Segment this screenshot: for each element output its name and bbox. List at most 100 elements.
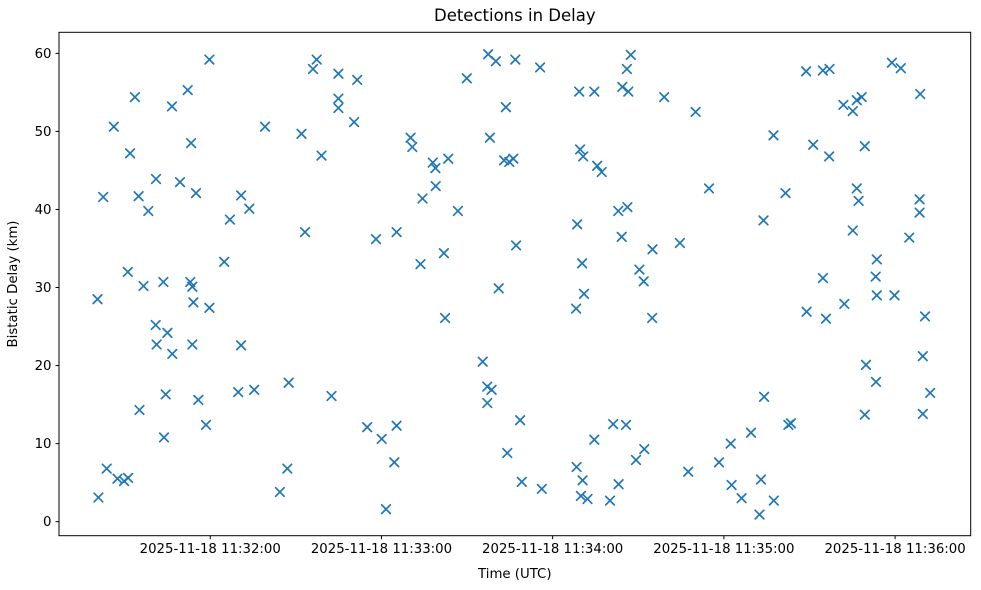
data-point [870, 271, 881, 282]
data-point [185, 137, 197, 149]
data-point [508, 153, 519, 164]
data-point [800, 66, 812, 77]
data-point [352, 74, 363, 86]
data-point [101, 463, 112, 474]
data-point [620, 419, 632, 431]
data-point [534, 62, 546, 73]
data-point [817, 272, 829, 284]
data-point [407, 141, 418, 153]
data-point [219, 256, 230, 267]
x-axis-label: Time (UTC) [477, 567, 552, 582]
data-point [376, 433, 387, 445]
data-point [604, 495, 616, 506]
data-point [405, 132, 416, 143]
data-point [510, 54, 521, 65]
data-point [452, 205, 464, 217]
data-point [571, 461, 582, 473]
data-point [224, 214, 236, 225]
data-point [134, 404, 145, 416]
data-point [461, 73, 472, 84]
data-point [143, 205, 154, 217]
data-point [333, 68, 344, 79]
data-points-layer [92, 49, 936, 520]
data-point [824, 63, 835, 75]
data-point [536, 483, 547, 495]
data-point [162, 327, 173, 338]
data-point [316, 150, 327, 161]
data-point [182, 84, 193, 96]
data-point [914, 207, 925, 218]
data-point [659, 91, 670, 103]
data-point [755, 474, 767, 485]
data-point [502, 447, 513, 459]
data-point [851, 183, 862, 194]
data-point [427, 157, 438, 168]
data-point [204, 302, 215, 313]
data-point [486, 384, 497, 395]
data-point [570, 303, 582, 314]
data-point [886, 57, 898, 68]
data-point [608, 418, 619, 430]
data-point [647, 312, 658, 324]
data-point [576, 258, 588, 269]
data-point [622, 201, 633, 213]
data-point [617, 81, 628, 93]
data-point [871, 290, 882, 301]
data-point [380, 504, 392, 515]
data-point [634, 264, 645, 275]
data-point [244, 203, 255, 214]
data-point [204, 54, 215, 65]
data-point [915, 88, 926, 100]
data-point [725, 438, 736, 449]
data-point [801, 306, 812, 317]
data-point [150, 173, 162, 185]
data-point [333, 102, 344, 114]
data-point [726, 479, 737, 491]
data-point [160, 389, 171, 400]
x-tick-label: 2025-11-18 11:36:00 [824, 542, 965, 557]
data-point [904, 232, 915, 243]
data-point [860, 359, 872, 370]
axes-frame [58, 31, 972, 537]
data-point [391, 420, 402, 431]
y-tick-label: 10 [35, 437, 52, 452]
y-tick-label: 60 [35, 47, 52, 62]
ticks-layer: 2025-11-18 11:32:00 2025-11-18 11:33:00 20… [35, 47, 966, 557]
data-point [838, 99, 849, 111]
data-point [808, 139, 819, 150]
data-point [274, 486, 286, 498]
data-point [514, 415, 526, 426]
data-point [362, 422, 373, 433]
y-axis-label: Bistatic Delay (km) [6, 221, 21, 348]
data-point [859, 141, 870, 152]
data-point [430, 180, 441, 192]
data-point [895, 63, 906, 74]
data-point [187, 281, 198, 292]
y-tick-label: 20 [35, 359, 52, 374]
data-point [133, 191, 144, 202]
data-point [259, 121, 271, 132]
data-point [824, 151, 835, 162]
data-point [124, 148, 136, 159]
x-tick-label: 2025-11-18 11:32:00 [140, 542, 281, 557]
y-tick-label: 50 [35, 125, 52, 140]
data-point [93, 492, 104, 503]
data-point [582, 493, 593, 505]
data-point [187, 339, 198, 350]
data-point [758, 215, 769, 226]
data-point [188, 297, 199, 308]
data-point [847, 105, 858, 117]
data-point [235, 190, 247, 201]
data-point [639, 443, 650, 455]
data-point [647, 244, 658, 255]
data-point [166, 101, 178, 112]
data-point [859, 409, 870, 420]
data-point [122, 472, 134, 484]
data-point [307, 63, 319, 75]
data-point [889, 290, 900, 301]
data-point [443, 153, 454, 164]
data-point [589, 434, 600, 445]
data-point [690, 106, 701, 118]
data-point [616, 231, 627, 242]
